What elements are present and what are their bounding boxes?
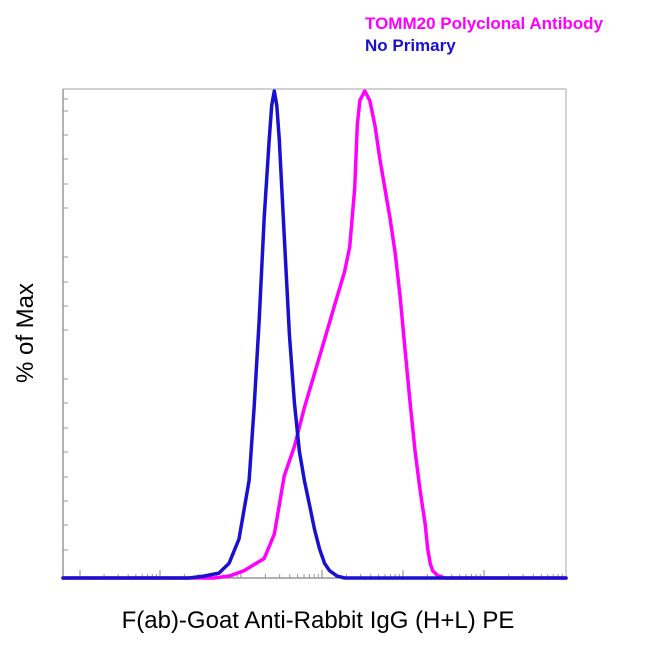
series-layer xyxy=(61,89,568,580)
legend-entry-no-primary: No Primary xyxy=(365,36,456,55)
legend-entry-tomm20: TOMM20 Polyclonal Antibody xyxy=(365,14,604,33)
y-axis-ticks xyxy=(63,98,68,551)
plot-frame xyxy=(62,88,567,579)
series-line-tomm20 xyxy=(61,89,568,580)
legend: TOMM20 Polyclonal Antibody No Primary xyxy=(365,14,604,55)
x-axis-title: F(ab)-Goat Anti-Rabbit IgG (H+L) PE xyxy=(122,607,515,634)
series-line-no-primary xyxy=(61,89,568,580)
y-axis-title: % of Max xyxy=(12,283,39,383)
